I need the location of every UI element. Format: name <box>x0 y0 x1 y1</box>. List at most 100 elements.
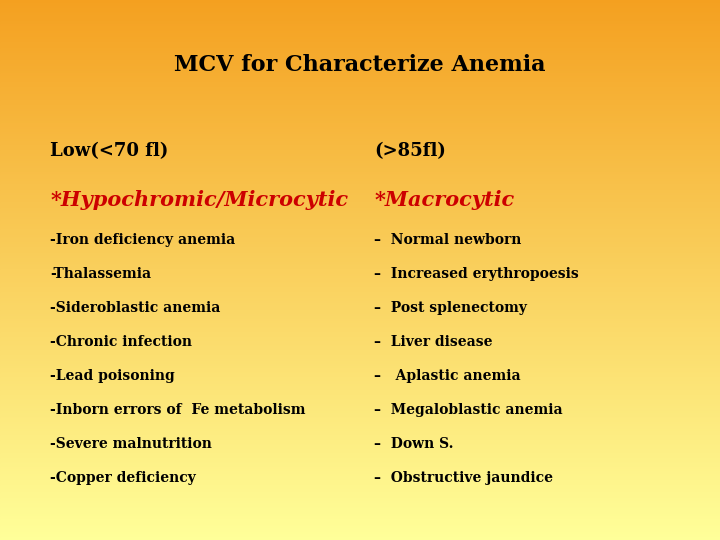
Bar <box>0 397 720 400</box>
Bar <box>0 292 720 295</box>
Bar <box>0 55 720 58</box>
Bar <box>0 404 720 407</box>
Bar <box>0 215 720 218</box>
Bar <box>0 505 720 508</box>
Bar <box>0 100 720 103</box>
Bar <box>0 465 720 468</box>
Bar <box>0 14 720 16</box>
Bar <box>0 85 720 88</box>
Bar <box>0 481 720 484</box>
Bar <box>0 316 720 319</box>
Bar <box>0 379 720 382</box>
Bar <box>0 96 720 99</box>
Bar <box>0 308 720 312</box>
Bar <box>0 251 720 254</box>
Bar <box>0 514 720 517</box>
Bar <box>0 474 720 477</box>
Bar <box>0 352 720 355</box>
Text: -Inborn errors of  Fe metabolism: -Inborn errors of Fe metabolism <box>50 403 306 417</box>
Bar <box>0 530 720 533</box>
Bar <box>0 42 720 45</box>
Bar <box>0 240 720 243</box>
Bar <box>0 458 720 461</box>
Bar <box>0 170 720 173</box>
Text: –   Aplastic anemia: – Aplastic anemia <box>374 369 521 383</box>
Bar <box>0 451 720 454</box>
Bar <box>0 210 720 212</box>
Bar <box>0 60 720 63</box>
Bar <box>0 208 720 211</box>
Bar <box>0 3 720 5</box>
Bar <box>0 213 720 216</box>
Bar <box>0 332 720 335</box>
Bar <box>0 517 720 520</box>
Bar <box>0 49 720 52</box>
Bar <box>0 426 720 428</box>
Bar <box>0 285 720 288</box>
Bar <box>0 328 720 331</box>
Bar <box>0 442 720 444</box>
Bar <box>0 222 720 225</box>
Text: –  Megaloblastic anemia: – Megaloblastic anemia <box>374 403 563 417</box>
Bar <box>0 33 720 36</box>
Bar <box>0 427 720 430</box>
Text: MCV for Characterize Anemia: MCV for Characterize Anemia <box>174 54 546 76</box>
Bar <box>0 395 720 398</box>
Text: *Macrocytic: *Macrocytic <box>374 190 515 210</box>
Bar <box>0 92 720 96</box>
Bar <box>0 40 720 43</box>
Bar <box>0 80 720 83</box>
Bar <box>0 111 720 113</box>
Bar <box>0 307 720 309</box>
Bar <box>0 334 720 336</box>
Bar <box>0 456 720 459</box>
Bar <box>0 143 720 146</box>
Bar <box>0 281 720 285</box>
Bar <box>0 321 720 324</box>
Bar <box>0 53 720 56</box>
Bar <box>0 454 720 457</box>
Bar <box>0 21 720 23</box>
Bar <box>0 31 720 34</box>
Bar <box>0 82 720 85</box>
Bar <box>0 280 720 282</box>
Bar <box>0 424 720 427</box>
Bar <box>0 148 720 151</box>
Bar <box>0 483 720 486</box>
Bar <box>0 68 720 70</box>
Text: -Thalassemia: -Thalassemia <box>50 267 151 281</box>
Bar <box>0 284 720 286</box>
Bar <box>0 199 720 201</box>
Bar <box>0 453 720 455</box>
Bar <box>0 487 720 490</box>
Bar <box>0 467 720 470</box>
Bar <box>0 58 720 61</box>
Bar <box>0 35 720 38</box>
Bar <box>0 350 720 353</box>
Bar <box>0 123 720 126</box>
Bar <box>0 418 720 421</box>
Bar <box>0 150 720 153</box>
Bar <box>0 489 720 491</box>
Bar <box>0 134 720 137</box>
Bar <box>0 62 720 65</box>
Bar <box>0 10 720 12</box>
Bar <box>0 89 720 92</box>
Bar <box>0 8 720 11</box>
Bar <box>0 496 720 498</box>
Bar <box>0 366 720 369</box>
Bar <box>0 355 720 358</box>
Bar <box>0 44 720 47</box>
Bar <box>0 318 720 320</box>
Bar <box>0 91 720 93</box>
Bar <box>0 500 720 502</box>
Bar <box>0 112 720 115</box>
Text: –  Obstructive jaundice: – Obstructive jaundice <box>374 471 554 485</box>
Bar <box>0 122 720 124</box>
Bar <box>0 497 720 501</box>
Bar <box>0 532 720 535</box>
Bar <box>0 109 720 112</box>
Text: -Chronic infection: -Chronic infection <box>50 335 192 349</box>
Bar <box>0 76 720 79</box>
Bar <box>0 278 720 281</box>
